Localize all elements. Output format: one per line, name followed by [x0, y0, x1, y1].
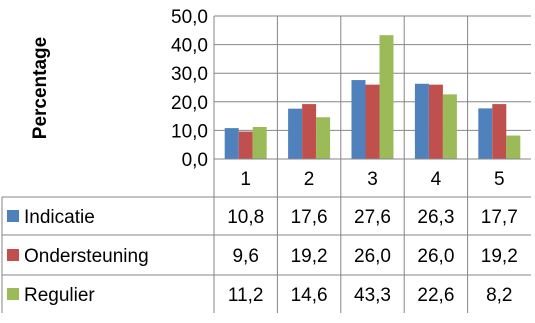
gridlines [214, 15, 531, 131]
bar [506, 135, 521, 159]
bar [316, 117, 331, 159]
y-tick-label: 10,0 [171, 121, 208, 142]
legend-entry: Indicatie [24, 207, 95, 228]
bars [224, 35, 521, 159]
data-label: 17,7 [481, 207, 518, 228]
bar [442, 94, 457, 159]
data-label: 19,2 [291, 246, 328, 267]
y-tick-label: 50,0 [171, 7, 208, 28]
bar [302, 104, 317, 159]
x-tick-label: 3 [367, 169, 378, 190]
bar [492, 104, 507, 159]
y-tick-label: 30,0 [171, 64, 208, 85]
table-frame [1, 16, 531, 313]
bar [414, 83, 429, 159]
data-label: 26,0 [354, 246, 391, 267]
y-tick-label: 0,0 [182, 150, 208, 171]
data-label: 43,3 [354, 285, 391, 306]
labels: 0,0 10,0 20,0 30,0 40,0 50,0 1 2 3 4 5 Indicatie 10,… [24, 7, 518, 306]
y-axis-label: Percentage [30, 37, 51, 139]
legend-swatch [7, 210, 19, 222]
bar [288, 108, 303, 159]
bar [365, 84, 380, 159]
bar [428, 84, 443, 159]
y-tick-label: 40,0 [171, 36, 208, 57]
data-label: 14,6 [291, 285, 328, 306]
data-label: 17,6 [291, 207, 328, 228]
data-label: 19,2 [481, 246, 518, 267]
data-label: 9,6 [232, 246, 258, 267]
x-tick-label: 5 [494, 169, 505, 190]
legend-swatch [7, 249, 19, 261]
legend-entry: Ondersteuning [24, 246, 149, 267]
bar [351, 80, 366, 159]
data-label: 11,2 [228, 285, 264, 306]
bar [252, 126, 267, 159]
bar [238, 131, 253, 159]
data-label: 27,6 [354, 207, 391, 228]
data-label: 26,0 [417, 246, 454, 267]
bar [478, 108, 493, 159]
y-tick-label: 20,0 [171, 93, 208, 114]
legend-entry: Regulier [24, 285, 95, 306]
data-label: 22,6 [417, 285, 454, 306]
data-label: 8,2 [486, 285, 512, 306]
x-tick-label: 2 [304, 169, 315, 190]
data-label: 26,3 [417, 207, 454, 228]
bar [379, 35, 394, 159]
x-tick-label: 1 [240, 169, 251, 190]
x-tick-label: 4 [431, 169, 442, 190]
bar [224, 128, 239, 159]
legend-swatch [7, 288, 19, 300]
data-label: 10,8 [227, 207, 264, 228]
